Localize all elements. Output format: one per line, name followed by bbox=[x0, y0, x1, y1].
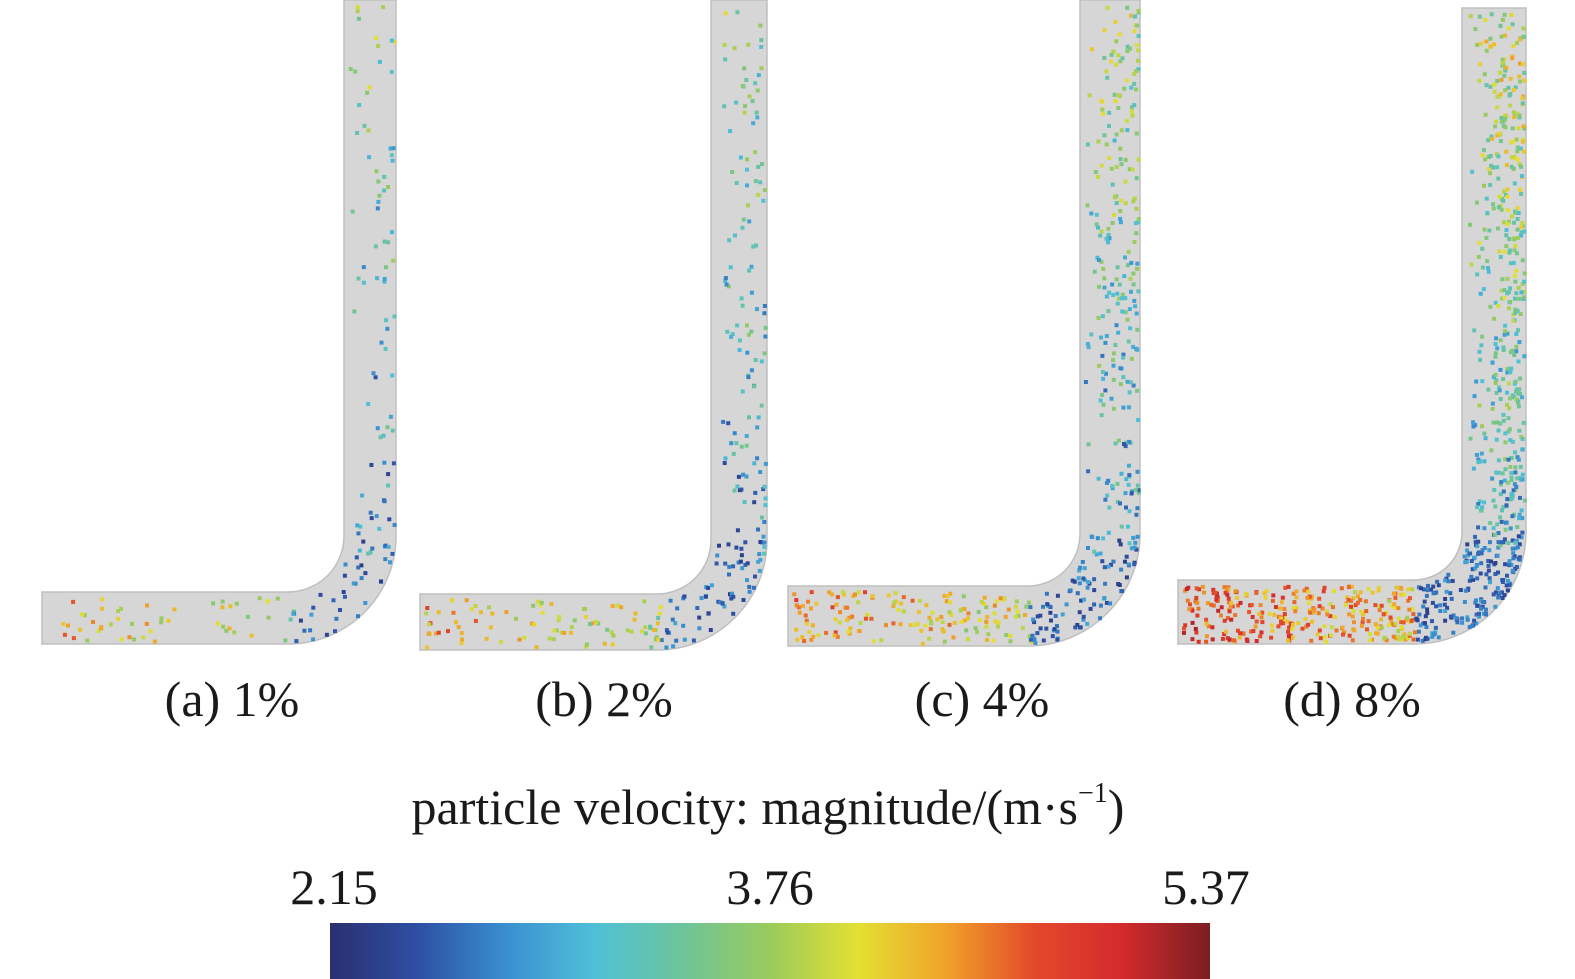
colorbar-title: particle velocity: magnitude/(m·s−1) bbox=[412, 778, 1125, 836]
pipe-elbow-d bbox=[1177, 7, 1527, 645]
panel-caption-a: (a) 1% bbox=[164, 671, 300, 727]
colorbar-title-main: particle velocity: magnitude/(m·s bbox=[411, 779, 1079, 835]
colorbar-title-close: ) bbox=[1107, 779, 1125, 835]
pipe-elbow-c bbox=[787, 0, 1141, 647]
colorbar-min-label: 2.15 bbox=[290, 859, 378, 915]
particles-d bbox=[1182, 12, 1527, 644]
particles-a bbox=[61, 5, 397, 644]
colorbar-max-label: 5.37 bbox=[1162, 859, 1250, 915]
pipe-elbow-b bbox=[419, 0, 768, 651]
panel-caption-d: (d) 8% bbox=[1283, 671, 1421, 727]
pipe-elbow-a bbox=[41, 0, 397, 645]
colorbar-mid-label: 3.76 bbox=[726, 859, 814, 915]
panel-caption-c: (c) 4% bbox=[914, 671, 1050, 727]
colorbar bbox=[330, 923, 1210, 979]
colorbar-title-exponent: −1 bbox=[1078, 778, 1108, 809]
panel-caption-b: (b) 2% bbox=[535, 671, 673, 727]
particles-c bbox=[792, 5, 1141, 646]
particle-layer bbox=[61, 5, 1527, 650]
pipe-panels bbox=[41, 0, 1527, 651]
particles-b bbox=[424, 10, 768, 650]
